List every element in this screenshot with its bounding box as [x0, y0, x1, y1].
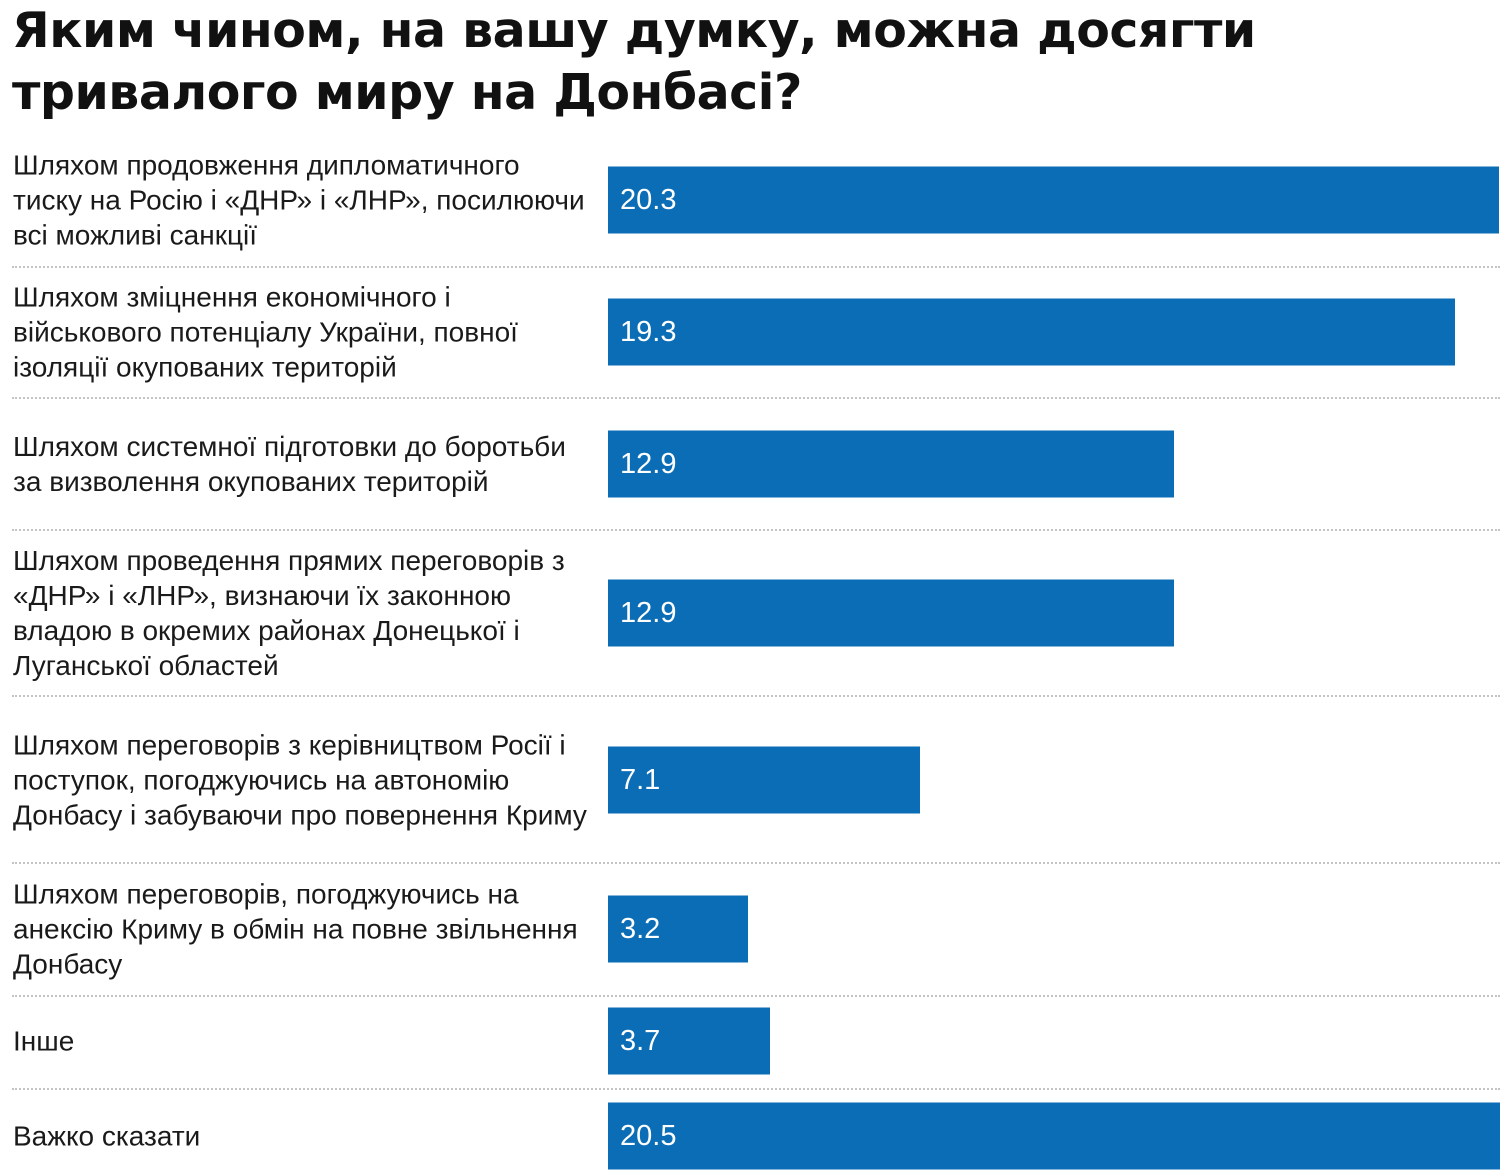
bar: 19.3	[608, 298, 1456, 366]
category-label: Шляхом продовження дипломатичного тиску …	[13, 149, 585, 251]
bar: 20.3	[608, 166, 1500, 234]
bar: 20.5	[608, 1102, 1500, 1170]
bar-value-label: 20.3	[620, 183, 677, 216]
bar: 7.1	[608, 746, 920, 814]
category-label: Важко сказати	[13, 1120, 201, 1152]
row-divider	[12, 266, 1500, 268]
bar: 12.9	[608, 579, 1175, 647]
bar-value-label: 3.2	[620, 912, 661, 945]
bar: 3.2	[608, 895, 749, 963]
row-divider	[12, 695, 1500, 697]
category-label: Шляхом проведення прямих переговорів з «…	[13, 545, 565, 681]
category-label: Шляхом переговорів, погоджуючись на анек…	[13, 878, 578, 980]
category-label: Шляхом переговорів з керівництвом Росії …	[13, 729, 587, 831]
bar-value-label: 12.9	[620, 596, 677, 629]
row-divider	[12, 1088, 1500, 1090]
category-label: Інше	[13, 1025, 75, 1057]
bar: 12.9	[608, 430, 1175, 498]
bar-value-label: 3.7	[620, 1024, 661, 1057]
chart-title: Яким чином, на вашу думку, можна досягти…	[12, 2, 1256, 121]
bar: 3.7	[608, 1007, 771, 1075]
bar-value-label: 7.1	[620, 763, 661, 796]
row-divider	[12, 995, 1500, 997]
row-divider	[12, 862, 1500, 864]
bar-value-label: 20.5	[620, 1119, 677, 1152]
bar-value-label: 19.3	[620, 315, 677, 348]
category-label: Шляхом системної підготовки до боротьби …	[13, 431, 566, 497]
category-label: Шляхом зміцнення економічного і військов…	[13, 281, 518, 383]
bar-value-label: 12.9	[620, 447, 677, 480]
row-divider	[12, 397, 1500, 399]
row-divider	[12, 529, 1500, 531]
